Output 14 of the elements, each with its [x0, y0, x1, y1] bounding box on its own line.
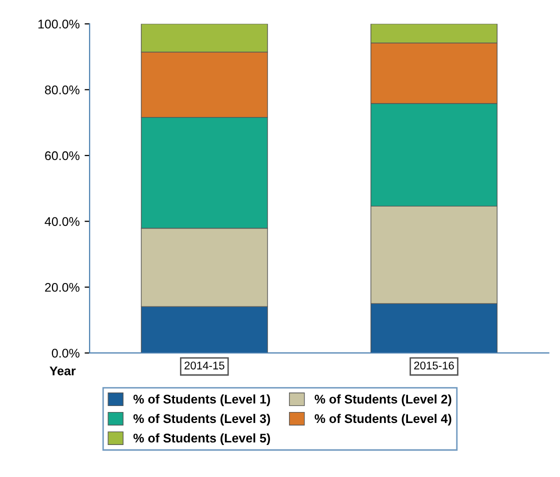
- legend-label: % of Students (Level 2): [314, 394, 452, 406]
- legend-label: % of Students (Level 4): [314, 414, 452, 426]
- y-tick-label: 60.0%: [45, 151, 80, 160]
- legend-label: % of Students (Level 3): [133, 414, 270, 426]
- y-tick-label: 20.0%: [45, 282, 80, 292]
- legend-label: % of Students (Level 1): [133, 394, 270, 406]
- x-tick-label: 2014-15: [184, 362, 224, 370]
- y-tick-label: 40.0%: [44, 217, 80, 226]
- y-tick-label: 0.0%: [52, 348, 80, 358]
- legend-label: % of Students (Level 5): [133, 433, 270, 446]
- x-tick-label: 2015-16: [414, 362, 454, 370]
- y-tick-label: 80.0%: [44, 85, 80, 94]
- x-axis-title: Year: [50, 366, 76, 376]
- y-tick-label: 100.0%: [38, 20, 80, 28]
